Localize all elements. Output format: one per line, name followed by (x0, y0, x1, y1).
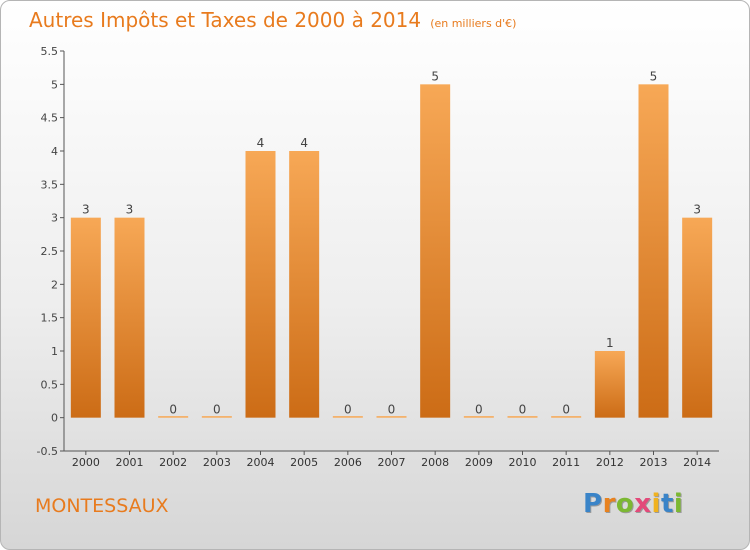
x-tick-label: 2005 (290, 456, 318, 469)
bar-2008 (420, 84, 451, 418)
bar-2002 (158, 416, 189, 418)
commune-name: MONTESSAUX (35, 495, 169, 517)
data-label-2003: 0 (213, 403, 221, 417)
data-label-2014: 3 (693, 203, 701, 217)
x-tick-label: 2011 (552, 456, 580, 469)
x-tick-label: 2002 (159, 456, 187, 469)
bar-2007 (376, 416, 407, 418)
bar-2012 (594, 351, 625, 418)
y-tick-label: -0.5 (37, 445, 58, 458)
bar-2006 (332, 416, 363, 418)
chart-title-text: Autres Impôts et Taxes de 2000 à 2014 (29, 8, 422, 32)
y-tick-label: 2.5 (41, 245, 59, 258)
data-label-2001: 3 (126, 203, 134, 217)
x-tick-label: 2009 (465, 456, 493, 469)
data-label-2005: 4 (300, 136, 308, 150)
logo-letter: P (583, 489, 603, 519)
logo-letter: x (634, 489, 652, 519)
chart-unit-text: (en milliers d'€) (430, 17, 517, 30)
y-tick-label: 0.5 (41, 378, 59, 391)
bar-2014 (682, 217, 713, 418)
x-tick-label: 2007 (378, 456, 406, 469)
data-label-2011: 0 (562, 403, 570, 417)
bar-2003 (201, 416, 232, 418)
chart-axes: -0.5 0 0.5 1 1.5 2 2.5 3 3.5 4 4.5 5 5.5 2000 2001 2002… (37, 45, 719, 469)
chart-bars (70, 84, 713, 418)
logo-letter: r (602, 489, 616, 519)
data-label-2010: 0 (519, 403, 527, 417)
data-label-2008: 5 (431, 69, 439, 83)
data-label-2006: 0 (344, 403, 352, 417)
y-tick-label: 2 (51, 278, 58, 291)
y-tick-label: 4 (51, 145, 58, 158)
bar-2013 (638, 84, 669, 418)
chart-title: Autres Impôts et Taxes de 2000 à 2014 (e… (29, 8, 516, 32)
y-tick-label: 1 (51, 345, 58, 358)
x-tick-label: 2004 (247, 456, 275, 469)
chart-data-labels: 3 3 0 0 4 4 0 0 5 0 0 0 1 5 3 (82, 69, 701, 416)
data-label-2013: 5 (650, 69, 658, 83)
data-label-2009: 0 (475, 403, 483, 417)
proxiti-logo[interactable]: Proxiti (583, 489, 683, 519)
y-tick-label: 0 (51, 412, 58, 425)
bar-2001 (114, 217, 145, 418)
y-tick-label: 4.5 (41, 112, 59, 125)
x-tick-label: 2012 (596, 456, 624, 469)
bar-2011 (551, 416, 582, 418)
y-tick-label: 5 (51, 78, 58, 91)
data-label-2012: 1 (606, 336, 614, 350)
data-label-2004: 4 (257, 136, 265, 150)
y-tick-label: 3 (51, 212, 58, 225)
logo-letter: i (651, 489, 661, 519)
x-tick-label: 2003 (203, 456, 231, 469)
data-label-2007: 0 (388, 403, 396, 417)
data-label-2002: 0 (169, 403, 177, 417)
y-tick-label: 1.5 (41, 312, 59, 325)
bar-2005 (289, 151, 320, 418)
logo-letter: o (615, 489, 635, 519)
bar-2000 (70, 217, 101, 418)
bar-2010 (507, 416, 538, 418)
y-tick-label: 3.5 (41, 178, 59, 191)
logo-letter: i (673, 489, 684, 519)
x-tick-label: 2013 (640, 456, 668, 469)
x-tick-label: 2001 (116, 456, 144, 469)
data-label-2000: 3 (82, 203, 90, 217)
bar-2009 (463, 416, 494, 418)
x-tick-label: 2008 (421, 456, 449, 469)
logo-letter: t (660, 489, 674, 519)
y-tick-label: 5.5 (41, 45, 59, 58)
x-tick-label: 2014 (683, 456, 711, 469)
x-tick-label: 2006 (334, 456, 362, 469)
x-tick-label: 2010 (509, 456, 537, 469)
bar-2004 (245, 151, 276, 418)
x-tick-label: 2000 (72, 456, 100, 469)
